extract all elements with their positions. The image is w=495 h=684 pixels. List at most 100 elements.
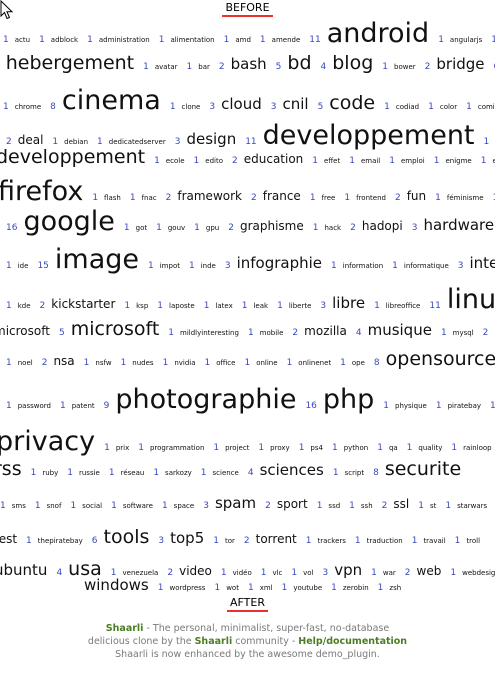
tag-name[interactable]: war [382, 569, 396, 577]
tag-item[interactable]: 2 deal [6, 133, 43, 147]
tag-name[interactable]: inde [200, 262, 216, 270]
tag-item[interactable]: 1 hack [313, 223, 341, 233]
tag-name[interactable]: blog [332, 52, 374, 74]
tag-name[interactable]: ecole [165, 157, 185, 165]
tag-name[interactable]: xml [259, 584, 273, 592]
tag-item[interactable]: 2 bridge [425, 55, 485, 73]
tag-name[interactable]: liberte [288, 302, 312, 310]
tag-item[interactable]: 1 gpu [194, 223, 219, 233]
tag-name[interactable]: enigme [445, 157, 472, 165]
tag-item[interactable]: 1 information [331, 261, 383, 271]
tag-item[interactable]: 1 informatique [392, 261, 449, 271]
tag-item[interactable]: 1 féminisme [435, 193, 483, 203]
tag-name[interactable]: deal [17, 133, 44, 147]
tag-item[interactable]: 1 trackers [306, 536, 346, 546]
tag-name[interactable]: video [179, 564, 212, 578]
tag-name[interactable]: actu [14, 36, 31, 44]
tag-name[interactable]: mysql [452, 329, 474, 337]
tag-item[interactable]: 1 debian [52, 137, 88, 147]
tag-item[interactable]: 1 zsh [378, 583, 402, 593]
tag-item[interactable]: 1 ide [6, 261, 28, 271]
tag-name[interactable]: trackers [317, 537, 346, 545]
tag-item[interactable]: 16 php [305, 384, 374, 415]
tag-item[interactable]: 1 mobile [248, 328, 283, 338]
tag-item[interactable]: 1 latex [204, 301, 233, 311]
tag-name[interactable]: proxy [270, 444, 290, 452]
tag-item[interactable]: 1 gouv [156, 223, 185, 233]
tag-item[interactable]: 1 laposte [157, 301, 194, 311]
tag-item[interactable]: 5 code [318, 92, 376, 114]
tag-name[interactable]: patent [71, 402, 95, 410]
tag-item[interactable]: 1 noel [6, 358, 33, 368]
tag-name[interactable]: snof [46, 502, 62, 510]
tag-item[interactable]: 1 ssd [317, 501, 340, 511]
tag-item[interactable]: 1game [493, 193, 495, 203]
tag-item[interactable]: 1 space [162, 501, 194, 511]
tag-name[interactable]: firefox [0, 176, 84, 207]
tag-item[interactable]: 3 top5 [158, 529, 204, 547]
tag-item[interactable]: 2 web [405, 564, 442, 578]
tag-item[interactable]: 3 hardware [412, 216, 494, 234]
tag-name[interactable]: wot [226, 584, 239, 592]
tag-item[interactable]: 2 framework [166, 189, 242, 203]
tag-item[interactable]: 1 venezuela [111, 568, 159, 578]
tag-name[interactable]: leak [253, 302, 269, 310]
tag-name[interactable]: torrent [255, 532, 297, 546]
tag-name[interactable]: gouv [167, 224, 186, 232]
tag-name[interactable]: laposte [169, 302, 195, 310]
tag-item[interactable]: microsoft [0, 324, 50, 338]
community-link[interactable]: Shaarli [194, 636, 233, 647]
tag-item[interactable]: rss [0, 458, 22, 480]
tag-name[interactable]: microsoft [70, 318, 160, 340]
tag-name[interactable]: effet [324, 157, 341, 165]
tag-item[interactable]: 1 starwars [445, 501, 487, 511]
tag-name[interactable]: tools [103, 526, 150, 548]
tag-name[interactable]: clone [181, 103, 201, 111]
tag-name[interactable]: bower [394, 63, 416, 71]
tag-item[interactable]: 1 snof [35, 501, 62, 511]
tag-name[interactable]: vidéo [232, 569, 252, 577]
tag-item[interactable]: 1 youtube [282, 583, 323, 593]
tag-item[interactable]: 1 programmation [138, 443, 204, 453]
tag-name[interactable]: fnac [141, 194, 157, 202]
tag-name[interactable]: mozilla [304, 324, 347, 338]
tag-item[interactable]: 1 ecole [154, 156, 184, 166]
tag-item[interactable]: 1 email [349, 156, 380, 166]
tag-item[interactable]: 1 science [201, 468, 239, 478]
tag-item[interactable]: 4 usa [56, 558, 101, 580]
tag-name[interactable]: software [122, 502, 153, 510]
tag-item[interactable]: 2 hadopi [350, 219, 403, 233]
tag-name[interactable]: avatar [154, 63, 178, 71]
tag-name[interactable]: codiad [395, 103, 420, 111]
tag-item[interactable]: 2 kickstarter [40, 297, 116, 311]
tag-item[interactable]: 1 color [428, 102, 457, 112]
tag-item[interactable]: 2 bash [219, 55, 267, 73]
tag-item[interactable]: 1 mysql [441, 328, 474, 338]
tag-name[interactable]: ssl [393, 497, 410, 511]
tag-item[interactable]: 1 effet [312, 156, 340, 166]
tag-item[interactable]: 1 kde [6, 301, 31, 311]
tag-item[interactable]: 1 onlinenet [287, 358, 332, 368]
tag-item[interactable]: 1 nsfw [84, 358, 112, 368]
tag-name[interactable]: webdesign [462, 569, 495, 577]
tag-item[interactable]: 4 blog [321, 52, 374, 74]
tag-item[interactable]: 1 liberte [277, 301, 311, 311]
tag-item[interactable]: 2 mozilla [292, 324, 346, 338]
tag-item[interactable]: 1 mildlyinteresting [168, 328, 239, 338]
tag-name[interactable]: color [439, 103, 458, 111]
tag-name[interactable]: science [212, 469, 239, 477]
tag-item[interactable]: 1 zerobin [331, 583, 369, 593]
tag-name[interactable]: amd [235, 36, 251, 44]
tag-item[interactable]: 2 nsa [42, 354, 75, 368]
tag-item[interactable]: 1 leak [242, 301, 268, 311]
tag-item[interactable]: 3 cnil [271, 95, 309, 113]
tag-item[interactable]: 16 google [6, 206, 115, 237]
tag-item[interactable]: 1 vidéo [221, 568, 252, 578]
tag-item[interactable]: 11 android [309, 18, 429, 49]
tag-name[interactable]: onlinenet [298, 359, 332, 367]
tag-item[interactable]: 1 online [244, 358, 277, 368]
tag-item[interactable]: 1 chrome [3, 102, 41, 112]
tag-name[interactable]: opensource [385, 348, 495, 370]
tag-name[interactable]: cinema [61, 85, 161, 116]
tag-item[interactable]: 1pjiterroir [490, 401, 495, 411]
